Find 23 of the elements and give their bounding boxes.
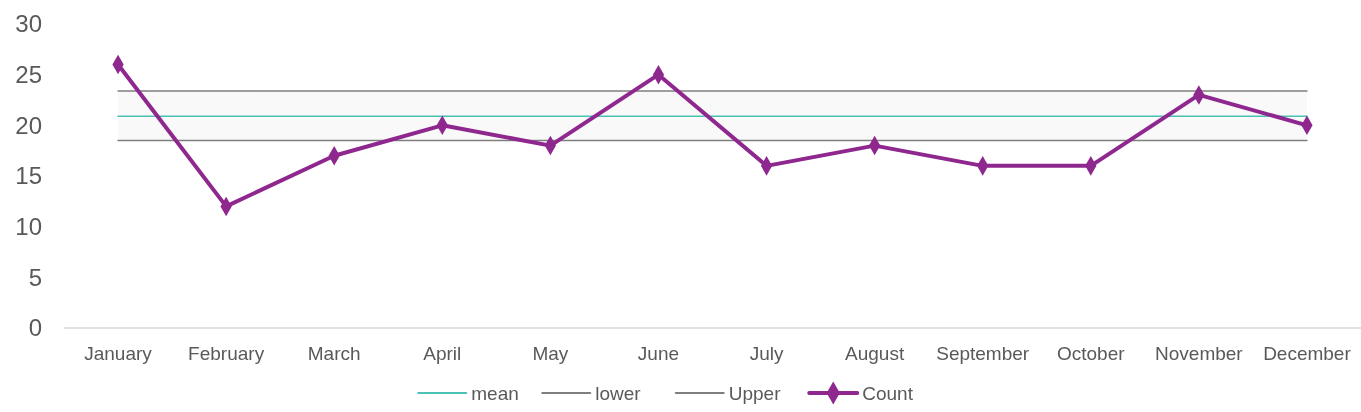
x-tick-label: October xyxy=(1056,343,1126,364)
x-tick-label: July xyxy=(749,343,784,364)
x-tick-label: September xyxy=(936,343,1030,364)
x-tick-label: February xyxy=(188,343,265,364)
y-tick-label: 15 xyxy=(15,162,42,190)
legend-label: Upper xyxy=(728,382,782,404)
legend-label: mean xyxy=(471,382,519,404)
legend-label: Count xyxy=(862,382,914,404)
legend-label: lower xyxy=(595,382,642,404)
y-tick-label: 25 xyxy=(15,61,42,89)
y-tick-label: 20 xyxy=(15,111,42,139)
x-tick-label: March xyxy=(307,343,361,364)
y-tick-label: 5 xyxy=(28,263,42,291)
x-tick-label: June xyxy=(637,343,680,364)
x-tick-label: November xyxy=(1155,343,1244,364)
y-tick-label: 0 xyxy=(28,314,42,342)
x-tick-label: April xyxy=(423,343,462,364)
x-tick-label: August xyxy=(845,343,905,364)
x-tick-label: December xyxy=(1263,343,1352,364)
y-tick-label: 10 xyxy=(15,213,42,241)
x-tick-label: January xyxy=(84,343,153,364)
x-tick-label: May xyxy=(532,343,569,364)
y-tick-label: 30 xyxy=(15,10,42,38)
